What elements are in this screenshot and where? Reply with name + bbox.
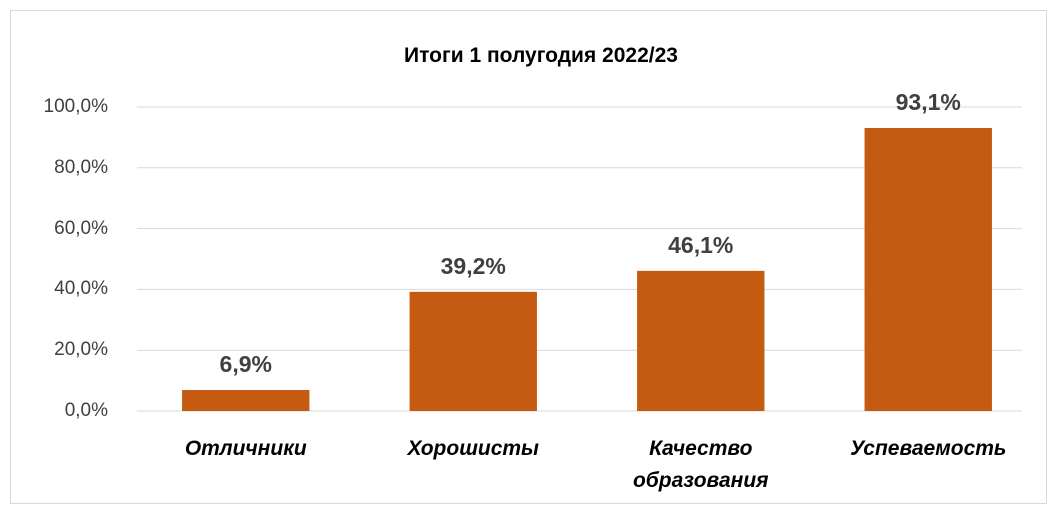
bar — [637, 270, 765, 411]
x-tick-label: Качество образования — [632, 437, 769, 492]
chart-frame — [10, 10, 1047, 504]
y-tick-label: 60,0% — [54, 217, 108, 239]
x-tick-label: Хорошисты — [407, 437, 539, 460]
chart-title: Итоги 1 полугодия 2022/23 — [404, 44, 678, 67]
bar — [864, 127, 992, 411]
x-tick-label: Отличники — [184, 437, 307, 460]
data-label: 93,1% — [895, 88, 961, 115]
y-tick-label: 0,0% — [64, 400, 108, 421]
bar — [182, 390, 310, 411]
y-tick-label: 40,0% — [54, 278, 108, 300]
y-tick-label: 100,0% — [43, 96, 108, 117]
data-label: 6,9% — [219, 351, 272, 378]
bar — [409, 291, 537, 411]
x-tick-label: Успеваемость — [850, 437, 1007, 460]
data-label: 39,2% — [440, 252, 506, 279]
y-tick-label: 20,0% — [54, 339, 108, 361]
data-label: 46,1% — [668, 231, 734, 258]
y-tick-label: 80,0% — [54, 156, 108, 178]
